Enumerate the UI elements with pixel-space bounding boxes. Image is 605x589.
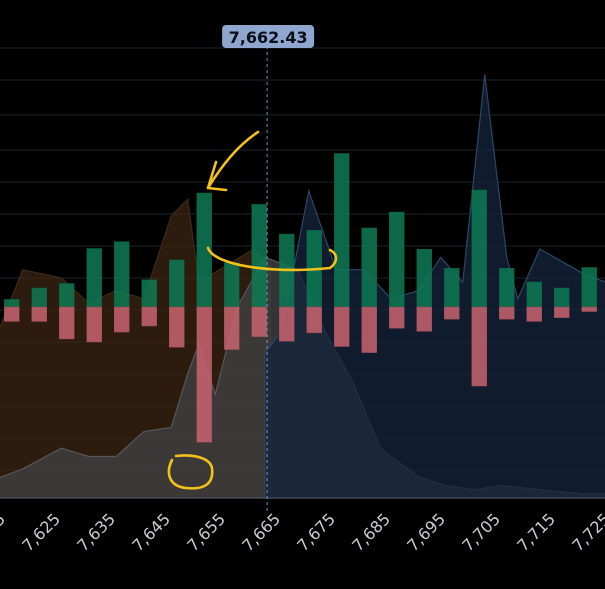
positive-bar: [224, 262, 240, 308]
crosshair: 7,662.43: [222, 25, 315, 512]
x-axis-ticks: 7,615 7,625 7,635 7,645 7,655 7,665 7,675 7,685…: [0, 509, 605, 555]
negative-bar: [361, 306, 377, 353]
positive-bar: [169, 259, 185, 308]
negative-bar: [59, 306, 75, 340]
x-tick-label: 7,615: [0, 509, 9, 555]
negative-bar: [581, 306, 597, 312]
negative-bar: [389, 306, 405, 329]
positive-bar: [31, 287, 47, 308]
negative-bar: [471, 306, 487, 387]
x-tick-label: 7,705: [458, 509, 504, 555]
crosshair-label: 7,662.43: [229, 28, 308, 47]
negative-bar: [86, 306, 102, 343]
positive-bar: [251, 204, 267, 308]
negative-bar: [169, 306, 185, 348]
positive-bar: [86, 248, 102, 308]
negative-bar: [141, 306, 157, 327]
positive-bar: [114, 241, 130, 308]
negative-bar: [334, 306, 350, 347]
negative-bar: [4, 306, 20, 322]
negative-bar: [279, 306, 295, 342]
x-tick-label: 7,625: [18, 509, 64, 555]
negative-bar: [444, 306, 460, 320]
x-tick-label: 7,715: [513, 509, 559, 555]
positive-bar: [471, 189, 487, 308]
depth-area-2: [264, 74, 605, 499]
positive-bar: [581, 267, 597, 308]
x-tick-label: 7,695: [403, 509, 449, 555]
negative-bar: [31, 306, 47, 322]
negative-bar: [554, 306, 570, 318]
negative-bar: [196, 306, 212, 443]
positive-bar: [416, 248, 432, 308]
circle-annotation: [167, 454, 214, 490]
positive-bar: [141, 279, 157, 308]
negative-bar: [224, 306, 240, 350]
arrow-annotation: [206, 130, 260, 190]
x-tick-label: 7,655: [183, 509, 229, 555]
negative-bar: [526, 306, 542, 322]
positive-bar: [526, 281, 542, 308]
positive-bar: [444, 267, 460, 308]
x-tick-label: 7,725: [568, 509, 605, 555]
x-tick-label: 7,645: [128, 509, 174, 555]
x-tick-label: 7,675: [293, 509, 339, 555]
annotations: [167, 130, 338, 490]
x-tick-label: 7,635: [73, 509, 119, 555]
positive-bar: [361, 227, 377, 308]
negative-bar: [251, 306, 267, 337]
positive-bar: [389, 211, 405, 308]
positive-bar: [4, 299, 20, 308]
arrow-head-annotation: [206, 160, 228, 192]
positive-bar: [59, 283, 75, 308]
negative-bar: [416, 306, 432, 332]
crosshair-label-box: [222, 25, 315, 48]
positive-bar: [554, 287, 570, 308]
positive-bar: [499, 267, 515, 308]
negative-bar: [499, 306, 515, 320]
bracket-annotation: [206, 246, 338, 272]
negative-bar: [306, 306, 322, 334]
x-tick-label: 7,685: [348, 509, 394, 555]
positive-bar: [334, 153, 350, 308]
negative-bar: [114, 306, 130, 333]
x-tick-label: 7,665: [238, 509, 284, 555]
